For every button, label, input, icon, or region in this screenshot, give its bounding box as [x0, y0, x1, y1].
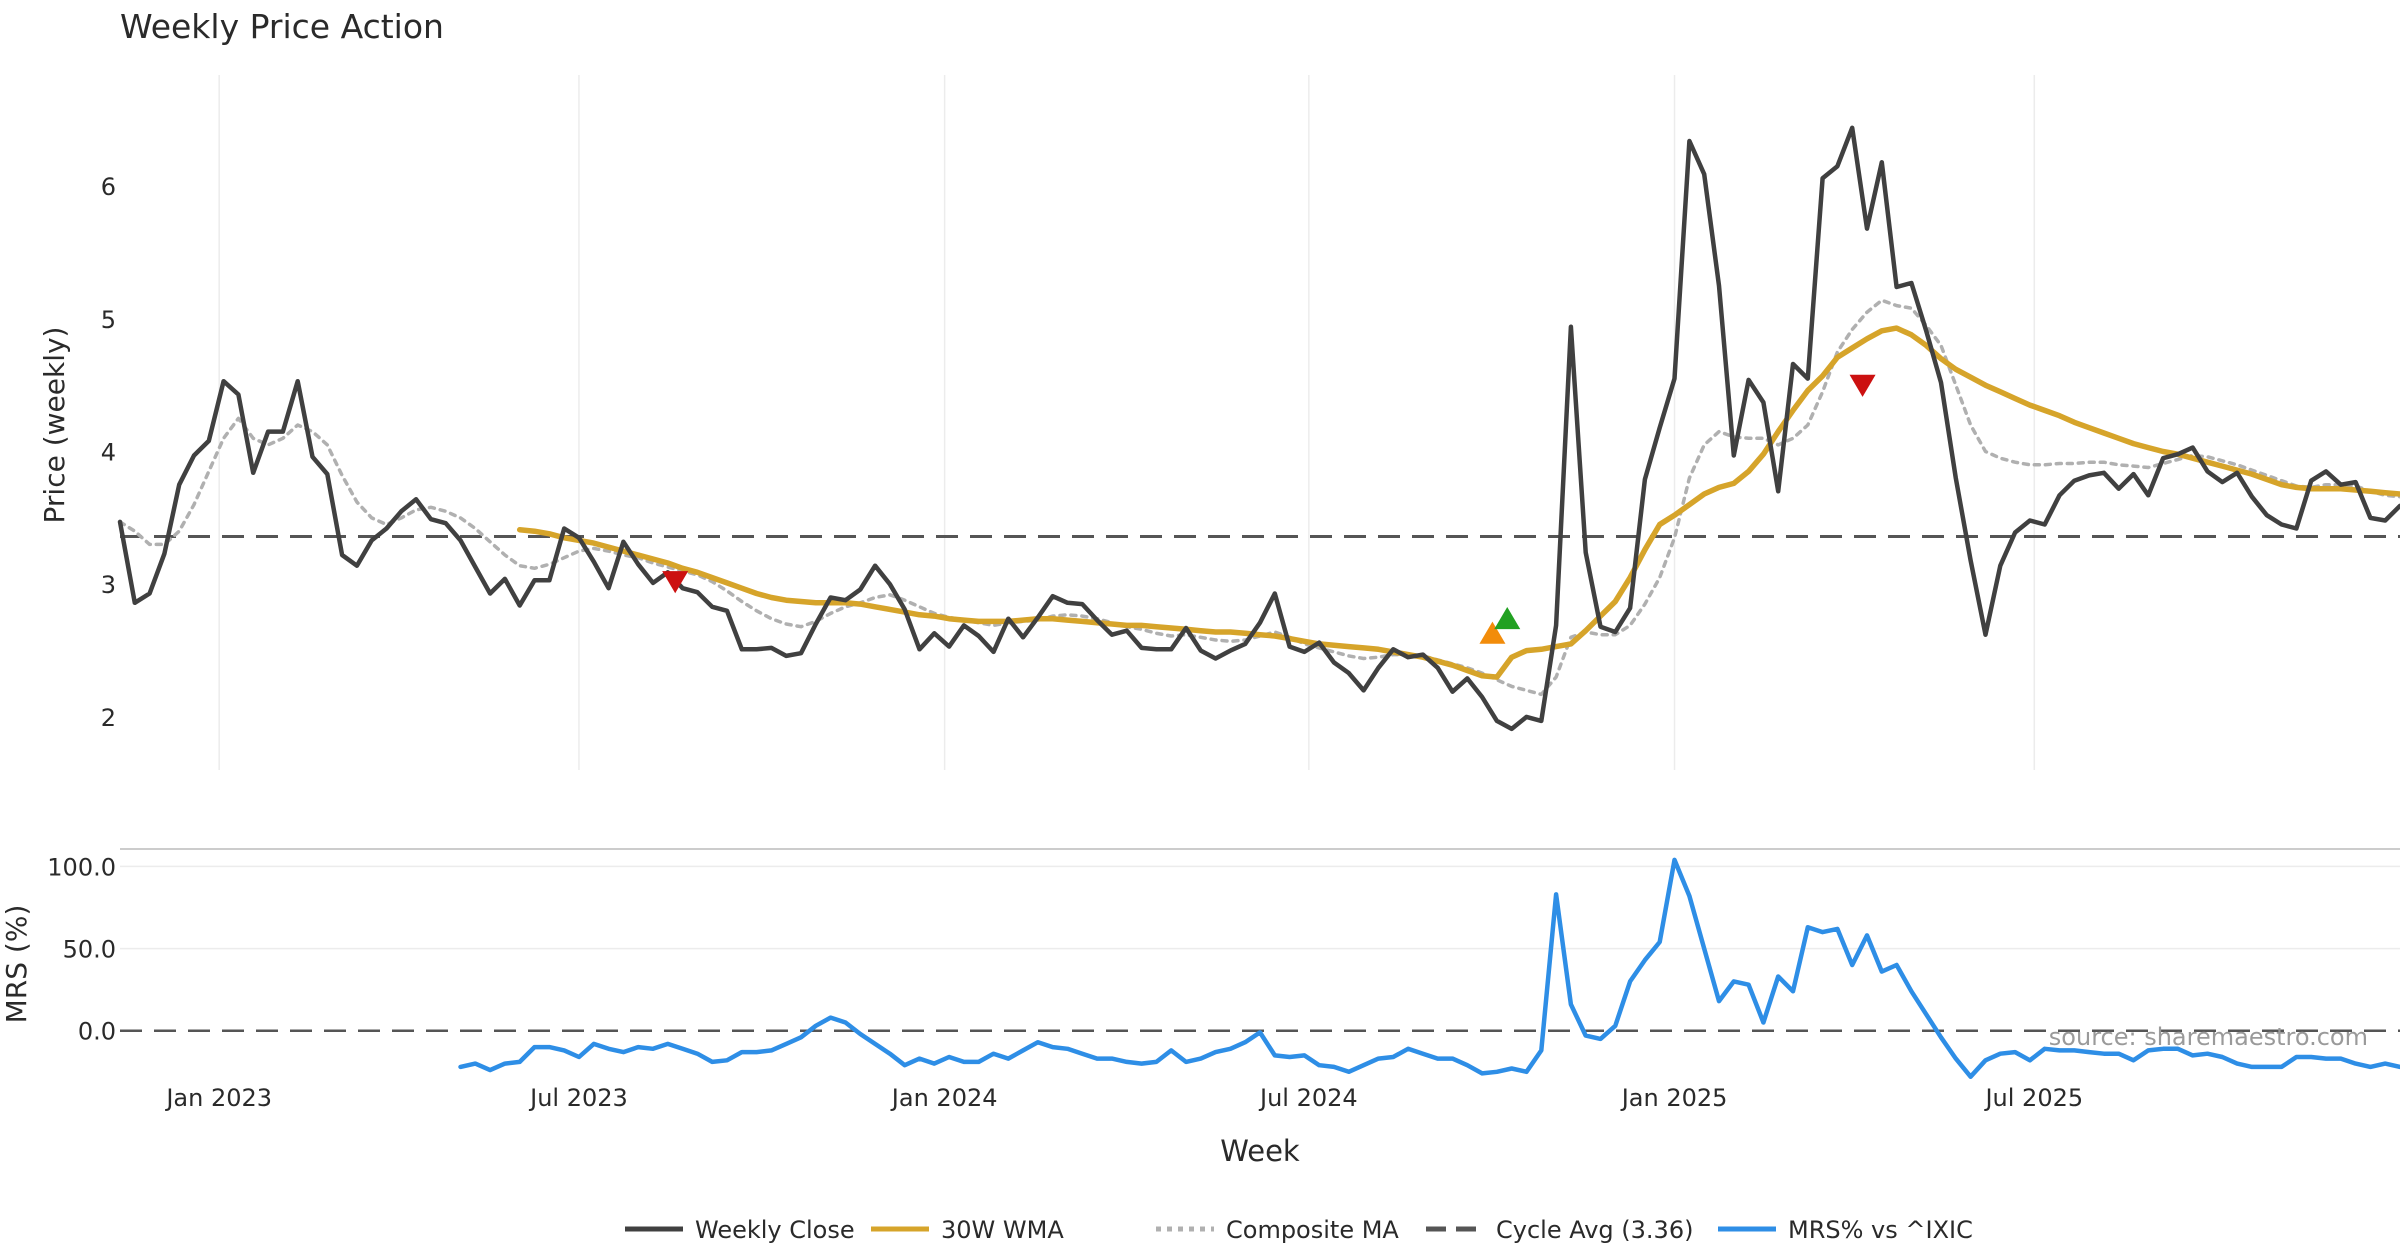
wma-30w-line: [516, 325, 2400, 680]
x-tick-labels: Jan 2023 Jul 2023 Jan 2024 Jul 2024 Jan 2025…: [164, 1084, 2083, 1112]
legend-label: Cycle Avg (3.36): [1496, 1216, 1693, 1244]
mrs-panel: 100.0 50.0 0.0 source: sharemaestro.com MR…: [0, 853, 2400, 1079]
price-gridlines: [218, 75, 2036, 770]
price-y-tick-labels: 2 3 4 5 6: [101, 173, 116, 732]
signal-markers: [662, 374, 1876, 644]
legend-label: Composite MA: [1226, 1216, 1399, 1244]
composite-ma-line: [118, 298, 2400, 697]
price-y-tick-label: 3: [101, 571, 116, 599]
price-y-tick-label: 4: [101, 439, 116, 467]
mrs-y-tick-labels: 100.0 50.0 0.0: [47, 853, 116, 1045]
legend: Weekly Close 30W WMA Composite MA Cycle Avg…: [625, 1216, 1973, 1244]
x-tick-label: Jan 2024: [890, 1084, 998, 1112]
sell-signal-marker: [662, 571, 689, 594]
chart-title: Weekly Price Action: [120, 7, 444, 46]
mrs-y-tick-label: 100.0: [47, 853, 116, 881]
mrs-y-tick-label: 0.0: [78, 1018, 116, 1046]
mrs-series: [458, 857, 2400, 1079]
sell-signal-marker: [1849, 374, 1876, 397]
mrs-y-axis-label: MRS (%): [0, 905, 33, 1024]
x-tick-label: Jul 2023: [528, 1084, 628, 1112]
price-y-tick-label: 5: [101, 306, 116, 334]
price-y-tick-label: 2: [101, 704, 116, 732]
price-series: [117, 125, 2400, 732]
x-tick-label: Jul 2025: [1983, 1084, 2083, 1112]
source-label: source: sharemaestro.com: [2049, 1023, 2368, 1051]
buy-signal-marker: [1479, 621, 1506, 644]
x-tick-label: Jan 2025: [1620, 1084, 1728, 1112]
weekly-close-line: [117, 125, 2400, 732]
buy-signal-marker: [1494, 607, 1521, 630]
legend-label: 30W WMA: [941, 1216, 1064, 1244]
price-panel: 2 3 4 5 6 Price (weekly): [38, 75, 2400, 770]
mrs-y-tick-label: 50.0: [63, 936, 116, 964]
x-tick-label: Jul 2024: [1258, 1084, 1358, 1112]
mrs-gridlines: [120, 865, 2400, 950]
price-y-axis-label: Price (weekly): [38, 327, 71, 524]
x-tick-label: Jan 2023: [164, 1084, 272, 1112]
legend-label: MRS% vs ^IXIC: [1788, 1216, 1973, 1244]
price-y-tick-label: 6: [101, 173, 116, 201]
legend-label: Weekly Close: [695, 1216, 855, 1244]
mrs-line: [458, 857, 2400, 1079]
x-axis-label: Week: [1220, 1134, 1300, 1168]
